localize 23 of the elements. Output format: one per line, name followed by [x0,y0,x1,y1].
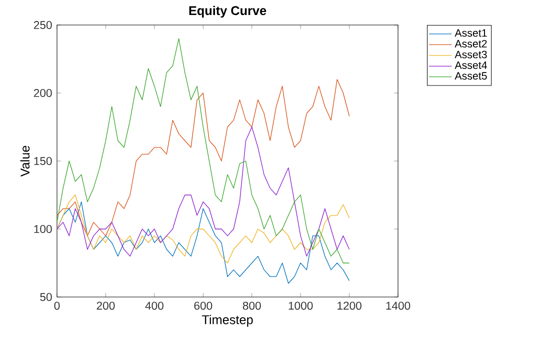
legend-label: Asset3 [454,50,487,58]
x-axis-title: Timestep [202,314,253,327]
x-tick-label: 800 [242,302,261,310]
y-axis-title: Value [20,146,30,177]
line-series [57,194,350,264]
y-tick-label: 250 [34,21,52,30]
legend-label: Asset2 [454,40,487,48]
y-tick-label: 200 [34,89,52,98]
y-tick-label: 100 [34,225,52,234]
x-tick-label: 1200 [338,302,362,310]
x-tick-label: 1000 [288,302,313,310]
x-tick-label: 400 [145,302,164,310]
x-tick-label: 600 [194,302,212,310]
x-tick-label: 0 [54,302,60,310]
legend-label: Asset1 [454,29,487,37]
y-tick-label: 50 [40,292,52,302]
legend-label: Asset4 [454,62,487,69]
x-tick-label: 1400 [386,302,410,310]
x-tick-label: 200 [96,302,115,310]
y-tick-label: 150 [34,157,52,166]
legend-label: Asset5 [454,72,487,80]
chart-title: Equity Curve [189,6,266,18]
line-series [57,38,350,264]
